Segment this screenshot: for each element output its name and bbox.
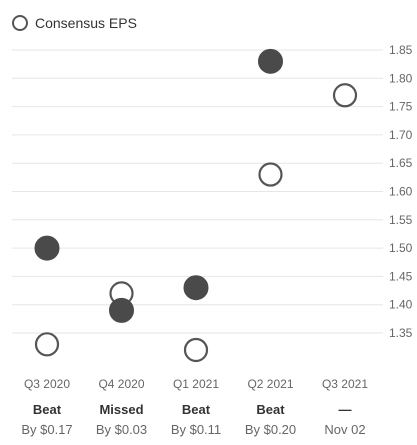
y-tick-label: 1.75 — [389, 100, 413, 114]
x-axis-labels: Q3 2020 Beat By $0.17 Q4 2020 Missed By $0.03… — [21, 377, 368, 437]
legend-label: Consensus EPS — [35, 15, 137, 31]
y-tick-label: 1.60 — [389, 185, 413, 199]
result-status-label: Missed — [99, 402, 143, 417]
result-detail-label: By $0.17 — [21, 422, 72, 437]
result-status-label: Beat — [256, 402, 285, 417]
result-status-label: Beat — [33, 402, 62, 417]
consensus-eps-point — [258, 162, 283, 187]
y-tick-label: 1.85 — [389, 43, 413, 57]
result-detail-label: By $0.11 — [171, 422, 221, 437]
consensus-eps-point — [332, 83, 358, 108]
chart-legend: Consensus EPS — [12, 13, 137, 33]
grid-lines — [12, 49, 383, 334]
result-detail-label: Nov 02 — [324, 422, 365, 437]
data-points — [34, 48, 358, 363]
eps-point — [183, 275, 209, 301]
eps-point — [258, 48, 283, 74]
y-tick-label: 1.70 — [389, 128, 413, 142]
y-tick-label: 1.55 — [389, 213, 413, 227]
result-detail-label: By $0.03 — [96, 422, 147, 437]
y-tick-label: 1.35 — [389, 326, 413, 340]
result-status-label: Beat — [182, 402, 211, 417]
y-tick-label: 1.65 — [389, 156, 413, 170]
x-category-label: Q3 2020 — [24, 377, 70, 391]
x-category-label: Q3 2021 — [322, 377, 368, 391]
x-category-label: Q1 2021 — [173, 377, 219, 391]
eps-point — [109, 297, 134, 323]
y-tick-label: 1.40 — [389, 298, 413, 312]
consensus-eps-point — [183, 337, 209, 363]
y-axis-ticks: 1.35 1.40 1.45 1.50 1.55 1.60 1.65 1.70 1.75 1.80… — [389, 43, 413, 340]
x-category-label: Q2 2021 — [247, 377, 293, 391]
result-status-label: — — [339, 402, 352, 417]
legend-hollow-circle-icon — [12, 15, 28, 31]
eps-point — [34, 235, 60, 261]
consensus-eps-point — [34, 332, 60, 357]
result-detail-label: By $0.20 — [245, 422, 296, 437]
y-tick-label: 1.45 — [389, 269, 413, 283]
y-tick-label: 1.80 — [389, 71, 413, 85]
y-tick-label: 1.50 — [389, 241, 413, 255]
x-category-label: Q4 2020 — [98, 377, 144, 391]
